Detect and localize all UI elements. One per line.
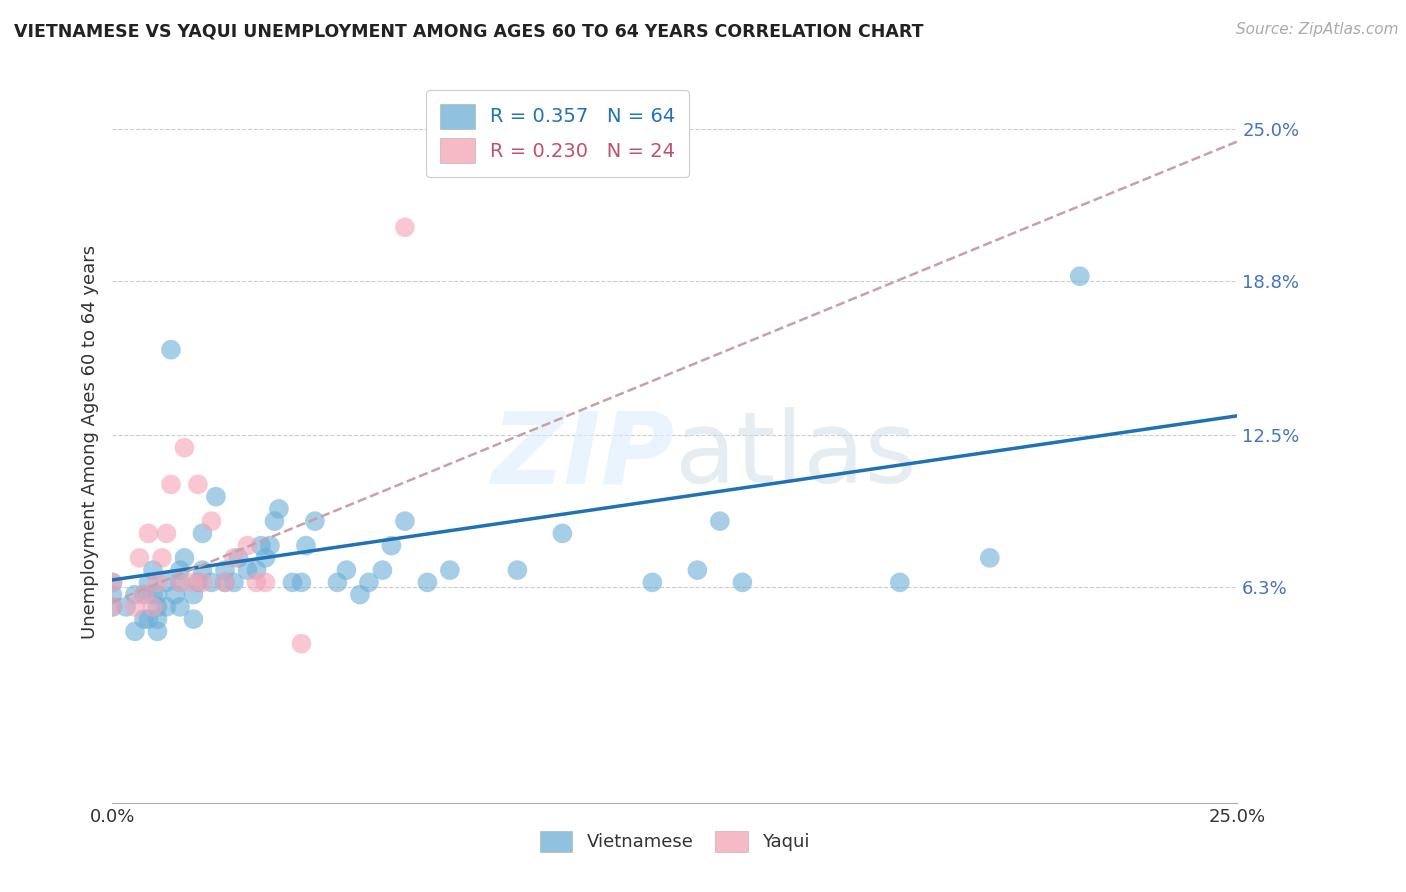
- Point: [146, 624, 169, 639]
- Point: [1069, 269, 1091, 284]
- Point: [132, 588, 155, 602]
- Point: [686, 563, 709, 577]
- Point: [200, 514, 222, 528]
- Point: [169, 575, 191, 590]
- Point: [380, 539, 402, 553]
- Point: [173, 441, 195, 455]
- Text: atlas: atlas: [675, 408, 917, 505]
- Point: [214, 563, 236, 577]
- Point: [357, 575, 380, 590]
- Point: [142, 588, 165, 602]
- Point: [146, 612, 169, 626]
- Point: [128, 550, 150, 565]
- Point: [155, 599, 177, 614]
- Point: [263, 514, 285, 528]
- Point: [115, 599, 138, 614]
- Point: [142, 599, 165, 614]
- Point: [132, 588, 155, 602]
- Point: [165, 588, 187, 602]
- Text: ZIP: ZIP: [492, 408, 675, 505]
- Point: [267, 502, 290, 516]
- Point: [214, 575, 236, 590]
- Point: [124, 624, 146, 639]
- Point: [132, 612, 155, 626]
- Point: [349, 588, 371, 602]
- Point: [138, 526, 160, 541]
- Point: [101, 588, 124, 602]
- Point: [416, 575, 439, 590]
- Point: [214, 575, 236, 590]
- Point: [169, 575, 191, 590]
- Point: [160, 343, 183, 357]
- Point: [101, 599, 124, 614]
- Point: [146, 575, 169, 590]
- Point: [138, 612, 160, 626]
- Point: [439, 563, 461, 577]
- Point: [191, 526, 214, 541]
- Point: [254, 575, 277, 590]
- Point: [394, 514, 416, 528]
- Point: [205, 490, 228, 504]
- Legend: Vietnamese, Yaqui: Vietnamese, Yaqui: [533, 823, 817, 859]
- Text: VIETNAMESE VS YAQUI UNEMPLOYMENT AMONG AGES 60 TO 64 YEARS CORRELATION CHART: VIETNAMESE VS YAQUI UNEMPLOYMENT AMONG A…: [14, 22, 924, 40]
- Point: [200, 575, 222, 590]
- Point: [295, 539, 318, 553]
- Point: [155, 575, 177, 590]
- Point: [281, 575, 304, 590]
- Point: [191, 575, 214, 590]
- Point: [731, 575, 754, 590]
- Point: [979, 550, 1001, 565]
- Point: [160, 477, 183, 491]
- Point: [169, 599, 191, 614]
- Point: [138, 575, 160, 590]
- Point: [187, 575, 209, 590]
- Point: [155, 526, 177, 541]
- Point: [150, 550, 173, 565]
- Point: [371, 563, 394, 577]
- Point: [889, 575, 911, 590]
- Point: [236, 563, 259, 577]
- Point: [191, 563, 214, 577]
- Point: [290, 637, 312, 651]
- Y-axis label: Unemployment Among Ages 60 to 64 years: Unemployment Among Ages 60 to 64 years: [80, 244, 98, 639]
- Point: [124, 588, 146, 602]
- Point: [551, 526, 574, 541]
- Point: [335, 563, 357, 577]
- Point: [183, 575, 205, 590]
- Point: [228, 550, 250, 565]
- Point: [101, 575, 124, 590]
- Point: [101, 575, 124, 590]
- Point: [259, 539, 281, 553]
- Point: [236, 539, 259, 553]
- Point: [124, 599, 146, 614]
- Point: [245, 575, 267, 590]
- Point: [245, 563, 267, 577]
- Point: [394, 220, 416, 235]
- Point: [254, 550, 277, 565]
- Point: [709, 514, 731, 528]
- Point: [183, 588, 205, 602]
- Point: [641, 575, 664, 590]
- Point: [169, 563, 191, 577]
- Point: [187, 477, 209, 491]
- Point: [101, 599, 124, 614]
- Point: [250, 539, 273, 553]
- Point: [326, 575, 349, 590]
- Point: [506, 563, 529, 577]
- Point: [183, 612, 205, 626]
- Text: Source: ZipAtlas.com: Source: ZipAtlas.com: [1236, 22, 1399, 37]
- Point: [304, 514, 326, 528]
- Point: [142, 563, 165, 577]
- Point: [222, 550, 245, 565]
- Point: [146, 588, 169, 602]
- Point: [290, 575, 312, 590]
- Point: [222, 575, 245, 590]
- Point: [173, 550, 195, 565]
- Point: [146, 599, 169, 614]
